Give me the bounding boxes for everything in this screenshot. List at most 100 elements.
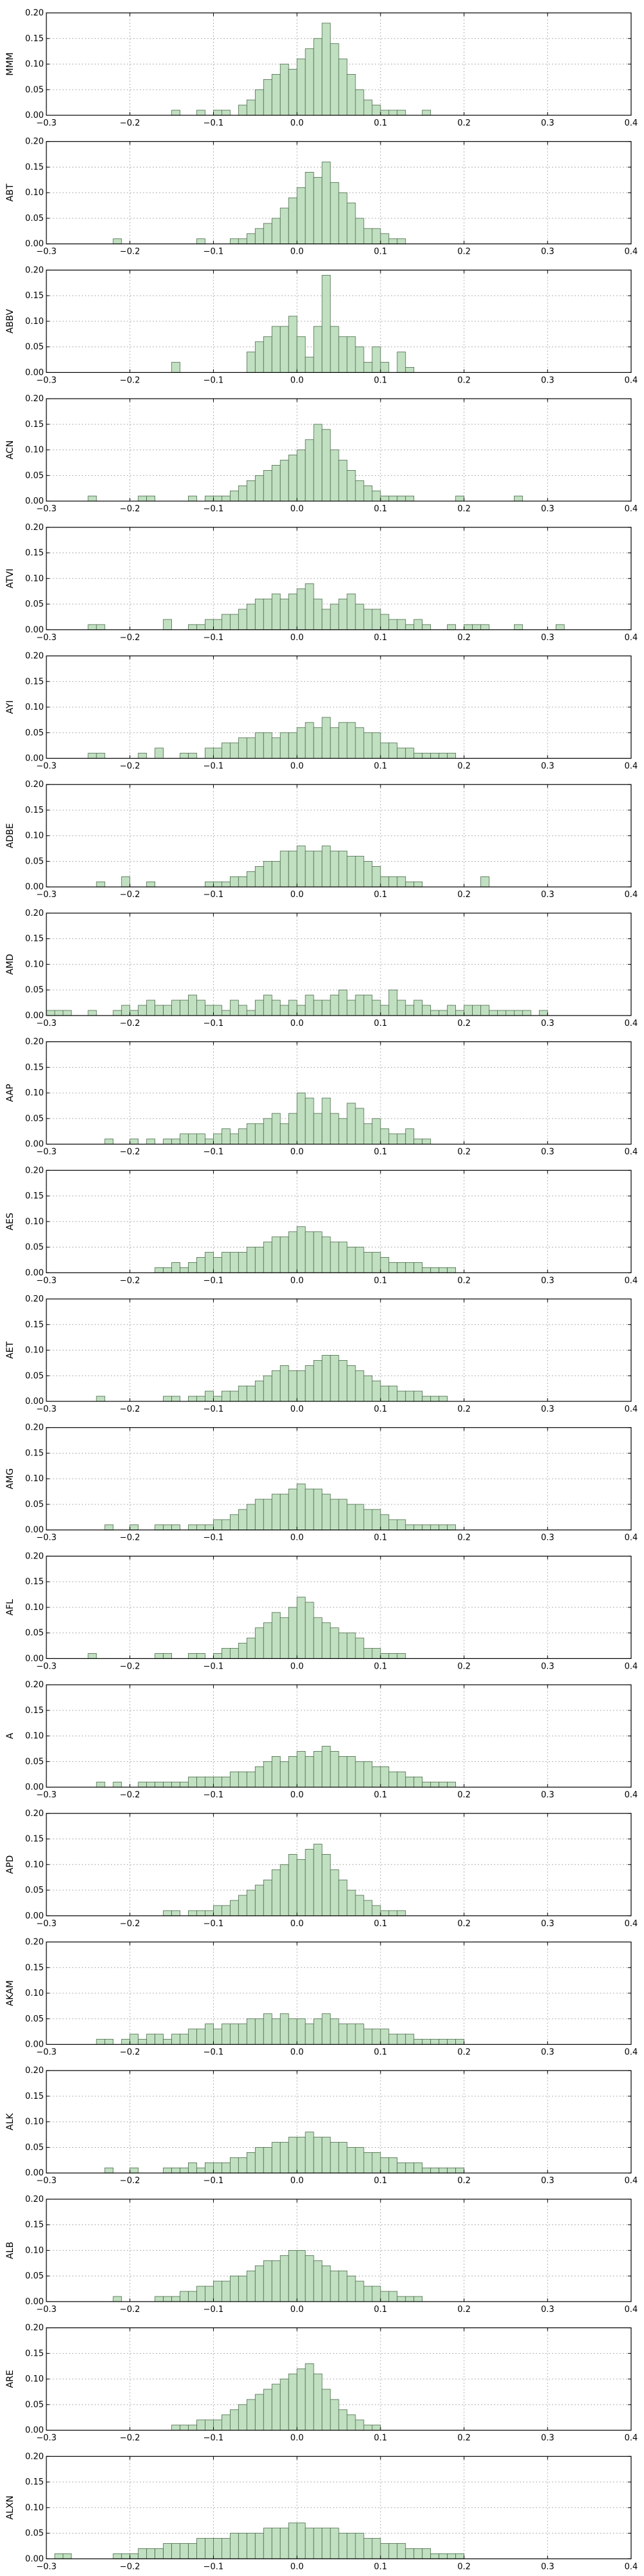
y-tick-label: 0.20 bbox=[25, 652, 44, 661]
histogram-bar bbox=[288, 2137, 298, 2174]
histogram-bar bbox=[129, 2553, 139, 2559]
y-tick-label: 0.10 bbox=[25, 1603, 44, 1613]
histogram-bar bbox=[397, 1390, 406, 1402]
histogram-bar bbox=[355, 2280, 365, 2302]
histogram-bar bbox=[146, 2548, 156, 2559]
histogram-bar bbox=[388, 1653, 398, 1659]
histogram-bar bbox=[188, 1653, 197, 1659]
y-tick-label: 0.15 bbox=[25, 1963, 44, 1973]
histogram-bar bbox=[205, 619, 214, 630]
x-tick-label: 0.4 bbox=[625, 2562, 638, 2571]
subplot-atvi: −0.3 −0.2 −0.1 0.0 0.1 0.2 0.3 0.4 0.00 0.05 0.10 0… bbox=[5, 523, 638, 643]
histogram-bar bbox=[163, 1781, 172, 1788]
x-tick-label: −0.1 bbox=[204, 1276, 224, 1285]
x-tick-label: 0.3 bbox=[541, 890, 554, 900]
histogram-bar bbox=[246, 871, 256, 887]
histogram-bar bbox=[288, 593, 298, 630]
histogram-bar bbox=[321, 1493, 331, 1531]
histogram-bar bbox=[254, 1247, 264, 1273]
histogram-bar bbox=[480, 624, 489, 630]
histogram-bar bbox=[188, 495, 197, 502]
histogram-bar bbox=[263, 2260, 272, 2302]
histogram-bar bbox=[288, 732, 298, 759]
y-tick-label: 0.10 bbox=[25, 2503, 44, 2513]
histogram-bar bbox=[155, 1267, 164, 1273]
histogram-bar bbox=[271, 737, 281, 759]
histogram-bar bbox=[321, 23, 331, 116]
x-tick-label: −0.2 bbox=[120, 247, 140, 257]
histogram-bar bbox=[305, 722, 314, 759]
histogram-bar bbox=[430, 2553, 440, 2559]
y-tick-label: 0.10 bbox=[25, 1217, 44, 1227]
y-tick-label: 0.00 bbox=[25, 625, 44, 635]
histogram-bar bbox=[330, 2399, 339, 2430]
y-tick-label: 0.00 bbox=[25, 882, 44, 892]
histogram-bar bbox=[205, 881, 214, 887]
histogram-bar bbox=[397, 2296, 406, 2302]
histogram-bar bbox=[246, 2399, 256, 2430]
histogram-bar bbox=[221, 109, 231, 116]
subplot-alb: −0.3 −0.2 −0.1 0.0 0.1 0.2 0.3 0.4 0.00 0.05 0.10 0… bbox=[5, 2195, 638, 2315]
histogram-bar bbox=[363, 1761, 373, 1788]
y-tick-label: 0.20 bbox=[25, 1680, 44, 1690]
histogram-bar bbox=[180, 1267, 189, 1273]
histogram-bar bbox=[254, 228, 264, 245]
histogram-bar bbox=[246, 2152, 256, 2174]
x-tick-label: 0.0 bbox=[290, 1662, 304, 1671]
histogram-bar bbox=[213, 109, 222, 116]
histogram-bar bbox=[213, 1776, 222, 1788]
histogram-bar bbox=[372, 1648, 381, 1659]
histogram-bar bbox=[188, 1133, 197, 1144]
histogram-bar bbox=[296, 846, 306, 887]
histogram-bar bbox=[213, 1653, 222, 1659]
y-tick-label: 0.05 bbox=[25, 985, 44, 995]
histogram-bar bbox=[205, 495, 214, 502]
histogram-bar bbox=[238, 2157, 247, 2174]
histogram-bar bbox=[380, 2157, 390, 2174]
x-tick-label: −0.3 bbox=[36, 1790, 57, 1800]
histogram-bar bbox=[355, 1247, 365, 1273]
histogram-bar bbox=[380, 2029, 390, 2045]
y-tick-label: 0.10 bbox=[25, 1989, 44, 1998]
histogram-bar bbox=[338, 851, 348, 887]
histogram-bar bbox=[447, 1005, 457, 1016]
histogram-bar bbox=[330, 994, 339, 1016]
histogram-bar bbox=[196, 2286, 205, 2302]
histogram-bar bbox=[372, 866, 381, 887]
histogram-bar bbox=[88, 753, 97, 759]
histogram-bar bbox=[288, 1607, 298, 1659]
histogram-bar bbox=[271, 2383, 281, 2431]
histogram-bar bbox=[388, 109, 398, 116]
histogram-bar bbox=[321, 429, 331, 502]
histogram-bar bbox=[313, 598, 323, 630]
y-tick-label: 0.00 bbox=[25, 1397, 44, 1406]
y-tick-label: 0.20 bbox=[25, 909, 44, 918]
x-tick-label: −0.2 bbox=[120, 375, 140, 385]
histogram-bar bbox=[229, 1514, 239, 1531]
x-tick-label: 0.2 bbox=[457, 1276, 471, 1285]
ticker-label: ABT bbox=[5, 184, 15, 202]
histogram-bar bbox=[380, 1514, 390, 1531]
ticker-label: AES bbox=[5, 1213, 15, 1230]
histogram-bar bbox=[397, 1910, 406, 1917]
histogram-bar bbox=[213, 2420, 222, 2430]
histogram-bar bbox=[388, 1133, 398, 1144]
histogram-bar bbox=[213, 619, 222, 630]
histogram-bar bbox=[146, 1139, 156, 1145]
histogram-bar bbox=[229, 2023, 239, 2045]
histogram-bar bbox=[288, 197, 298, 245]
histogram-bar bbox=[313, 727, 323, 759]
histogram-bar bbox=[246, 1771, 256, 1788]
histogram-bar bbox=[146, 1781, 156, 1788]
histogram-bar bbox=[305, 2023, 314, 2045]
histogram-bar bbox=[413, 1390, 423, 1402]
histogram-bar bbox=[221, 614, 231, 630]
subplot-abbv: −0.3 −0.2 −0.1 0.0 0.1 0.2 0.3 0.4 0.00 0.05 0.10 0… bbox=[5, 265, 638, 385]
histogram-bar bbox=[221, 743, 231, 759]
histogram-bar bbox=[238, 1385, 247, 1402]
x-tick-label: 0.0 bbox=[290, 2048, 304, 2058]
histogram-bar bbox=[439, 2039, 448, 2045]
histogram-bar bbox=[363, 1648, 373, 1659]
histogram-bar bbox=[163, 2296, 172, 2302]
histogram-bar bbox=[305, 851, 314, 887]
